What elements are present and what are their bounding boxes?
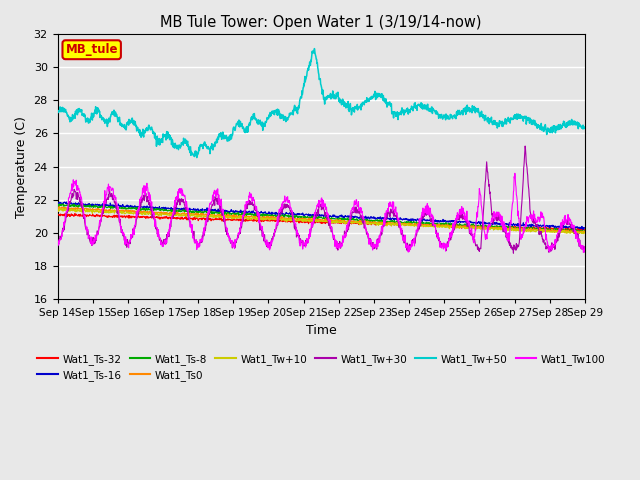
Legend: Wat1_Ts-32, Wat1_Ts-16, Wat1_Ts-8, Wat1_Ts0, Wat1_Tw+10, Wat1_Tw+30, Wat1_Tw+50,: Wat1_Ts-32, Wat1_Ts-16, Wat1_Ts-8, Wat1_… [33,349,609,385]
Y-axis label: Temperature (C): Temperature (C) [15,116,28,217]
X-axis label: Time: Time [306,324,337,337]
Text: MB_tule: MB_tule [65,43,118,56]
Title: MB Tule Tower: Open Water 1 (3/19/14-now): MB Tule Tower: Open Water 1 (3/19/14-now… [161,15,482,30]
